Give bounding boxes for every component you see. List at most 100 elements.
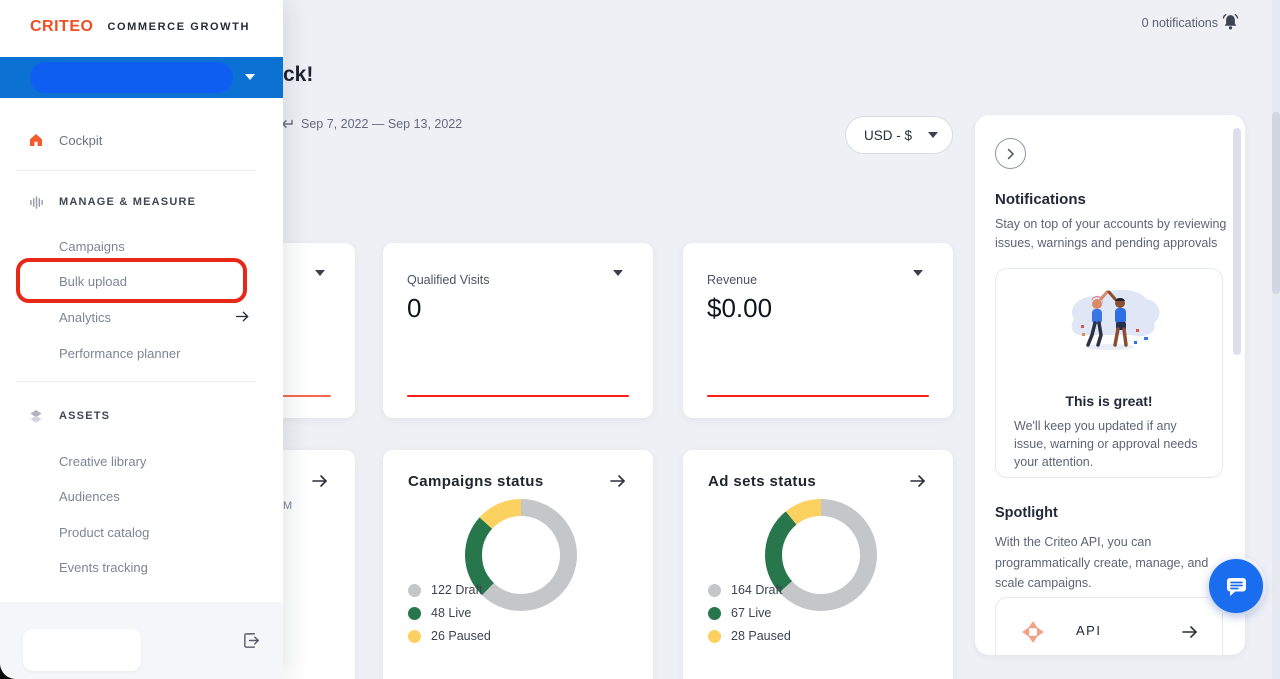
chevron-right-icon	[1007, 148, 1014, 159]
section-assets: ASSETS	[0, 408, 283, 424]
flat-sparkline	[407, 395, 629, 397]
user-name-redacted	[23, 629, 141, 671]
ad-sets-status-donut	[765, 499, 877, 611]
sidebar-item-label: Cockpit	[59, 132, 103, 148]
spotlight-title: Spotlight	[995, 505, 1058, 521]
legend-label: 122 Draft	[431, 583, 483, 597]
legend-dot	[408, 583, 421, 597]
metric-value: $0.00	[707, 293, 773, 323]
high-five-illustration	[1071, 289, 1160, 350]
date-range-picker[interactable]: Sep 7, 2022 — Sep 13, 2022	[281, 117, 462, 131]
legend-item: 67 Live	[708, 606, 791, 620]
chevron-down-icon[interactable]	[913, 270, 923, 294]
legend-dot	[708, 606, 721, 620]
campaigns-status-donut	[465, 499, 577, 611]
sidebar-item-product-catalog[interactable]: Product catalog	[59, 525, 150, 540]
api-label: API	[1076, 623, 1102, 638]
notifications-counter: 0 notifications	[1141, 16, 1218, 30]
sidebar-item-bulk-upload[interactable]: Bulk upload	[59, 274, 127, 289]
legend-item: 48 Live	[408, 606, 491, 620]
arrow-right-icon[interactable]	[310, 471, 330, 496]
empty-state-card: This is great! We'll keep you updated if…	[995, 268, 1223, 478]
empty-state-title: This is great!	[1065, 393, 1153, 409]
api-icon	[1022, 621, 1044, 643]
legend-label: 28 Paused	[731, 629, 791, 643]
legend-label: 67 Live	[731, 606, 772, 620]
legend-item: 26 Paused	[408, 629, 491, 643]
divider	[16, 170, 256, 171]
divider	[16, 381, 256, 382]
metric-title: Qualified Visits	[407, 273, 490, 287]
page-scrollbar-thumb[interactable]	[1272, 112, 1280, 294]
card-title: Ad sets status	[708, 473, 817, 490]
sidebar-item-events-tracking[interactable]: Events tracking	[59, 560, 148, 575]
currency-selector[interactable]: USD - $	[845, 116, 953, 154]
logout-icon[interactable]	[242, 631, 261, 655]
section-label: MANAGE & MEASURE	[59, 196, 197, 208]
sidebar-item-performance-planner[interactable]: Performance planner	[59, 346, 181, 361]
section-manage-measure: MANAGE & MEASURE	[0, 195, 283, 210]
brand-header: CRITEO COMMERCE GROWTH	[30, 18, 250, 36]
account-name-redacted	[30, 62, 233, 93]
chat-button[interactable]	[1209, 559, 1263, 613]
arrow-right-icon	[1180, 622, 1200, 647]
chevron-down-icon[interactable]	[315, 270, 325, 294]
notifications-title: Notifications	[995, 191, 1086, 208]
metric-card-revenue: Revenue $0.00	[683, 243, 953, 418]
welcome-heading: ck!	[283, 63, 314, 86]
chevron-down-icon	[245, 74, 255, 80]
empty-state-description: We'll keep you updated if any issue, war…	[1014, 419, 1198, 470]
chart-legend: 164 Draft 67 Live 28 Paused	[708, 583, 791, 643]
sidebar: CRITEO COMMERCE GROWTH Cockpit MANAGE & …	[0, 0, 283, 679]
card-title: Campaigns status	[408, 473, 544, 490]
metric-value: 0	[407, 293, 422, 323]
page-scrollbar-track	[1272, 0, 1280, 679]
currency-label: USD - $	[864, 127, 913, 143]
spotlight-description: With the Criteo API, you can programmati…	[995, 535, 1209, 591]
legend-item: 164 Draft	[708, 583, 791, 597]
arrow-right-icon	[234, 308, 251, 330]
hidden-card-text: M	[283, 500, 293, 512]
legend-label: 48 Live	[431, 606, 472, 620]
date-range-label: Sep 7, 2022 — Sep 13, 2022	[301, 117, 463, 131]
flat-sparkline	[707, 395, 929, 397]
collapse-panel-button[interactable]	[995, 138, 1026, 169]
legend-dot	[408, 606, 421, 620]
account-switcher[interactable]	[0, 57, 283, 98]
sidebar-item-campaigns[interactable]: Campaigns	[59, 239, 125, 254]
bell-icon[interactable]	[1221, 13, 1240, 37]
notifications-description: Stay on top of your accounts by reviewin…	[995, 217, 1227, 250]
sidebar-item-cockpit[interactable]: Cockpit	[0, 125, 283, 155]
sidebar-item-audiences[interactable]: Audiences	[59, 489, 120, 504]
notifications-panel: Notifications Stay on top of your accoun…	[975, 115, 1245, 655]
arrow-right-icon[interactable]	[608, 471, 628, 496]
sidebar-footer	[0, 602, 283, 679]
chat-bubble-icon	[1227, 578, 1246, 596]
metric-title: Revenue	[707, 273, 758, 287]
chevron-down-icon	[928, 132, 938, 138]
home-icon	[26, 132, 46, 148]
legend-item: 28 Paused	[708, 629, 791, 643]
panel-scrollbar-thumb[interactable]	[1233, 128, 1241, 355]
layers-icon	[26, 408, 46, 424]
equalizer-icon	[26, 195, 46, 210]
legend-label: 26 Paused	[431, 629, 491, 643]
legend-dot	[708, 583, 721, 597]
sidebar-item-analytics[interactable]: Analytics	[59, 310, 112, 325]
legend-item: 122 Draft	[408, 583, 491, 597]
metric-card-qualified-visits: Qualified Visits 0	[383, 243, 653, 418]
criteo-logo: CRITEO	[30, 18, 94, 35]
product-name: COMMERCE GROWTH	[107, 21, 250, 33]
section-label: ASSETS	[59, 410, 111, 422]
ad-sets-status-card: Ad sets status 164 Draft 67 Live 28 Paused	[683, 450, 953, 679]
legend-dot	[708, 629, 721, 643]
chevron-down-icon[interactable]	[613, 270, 623, 294]
date-back-icon	[281, 119, 293, 128]
sidebar-item-creative-library[interactable]: Creative library	[59, 454, 147, 469]
api-link-card[interactable]: API	[995, 597, 1223, 655]
campaigns-status-card: Campaigns status 122 Draft 48 Live 26 Paus…	[383, 450, 653, 679]
arrow-right-icon[interactable]	[908, 471, 928, 496]
chart-legend: 122 Draft 48 Live 26 Paused	[408, 583, 491, 643]
legend-dot	[408, 629, 421, 643]
